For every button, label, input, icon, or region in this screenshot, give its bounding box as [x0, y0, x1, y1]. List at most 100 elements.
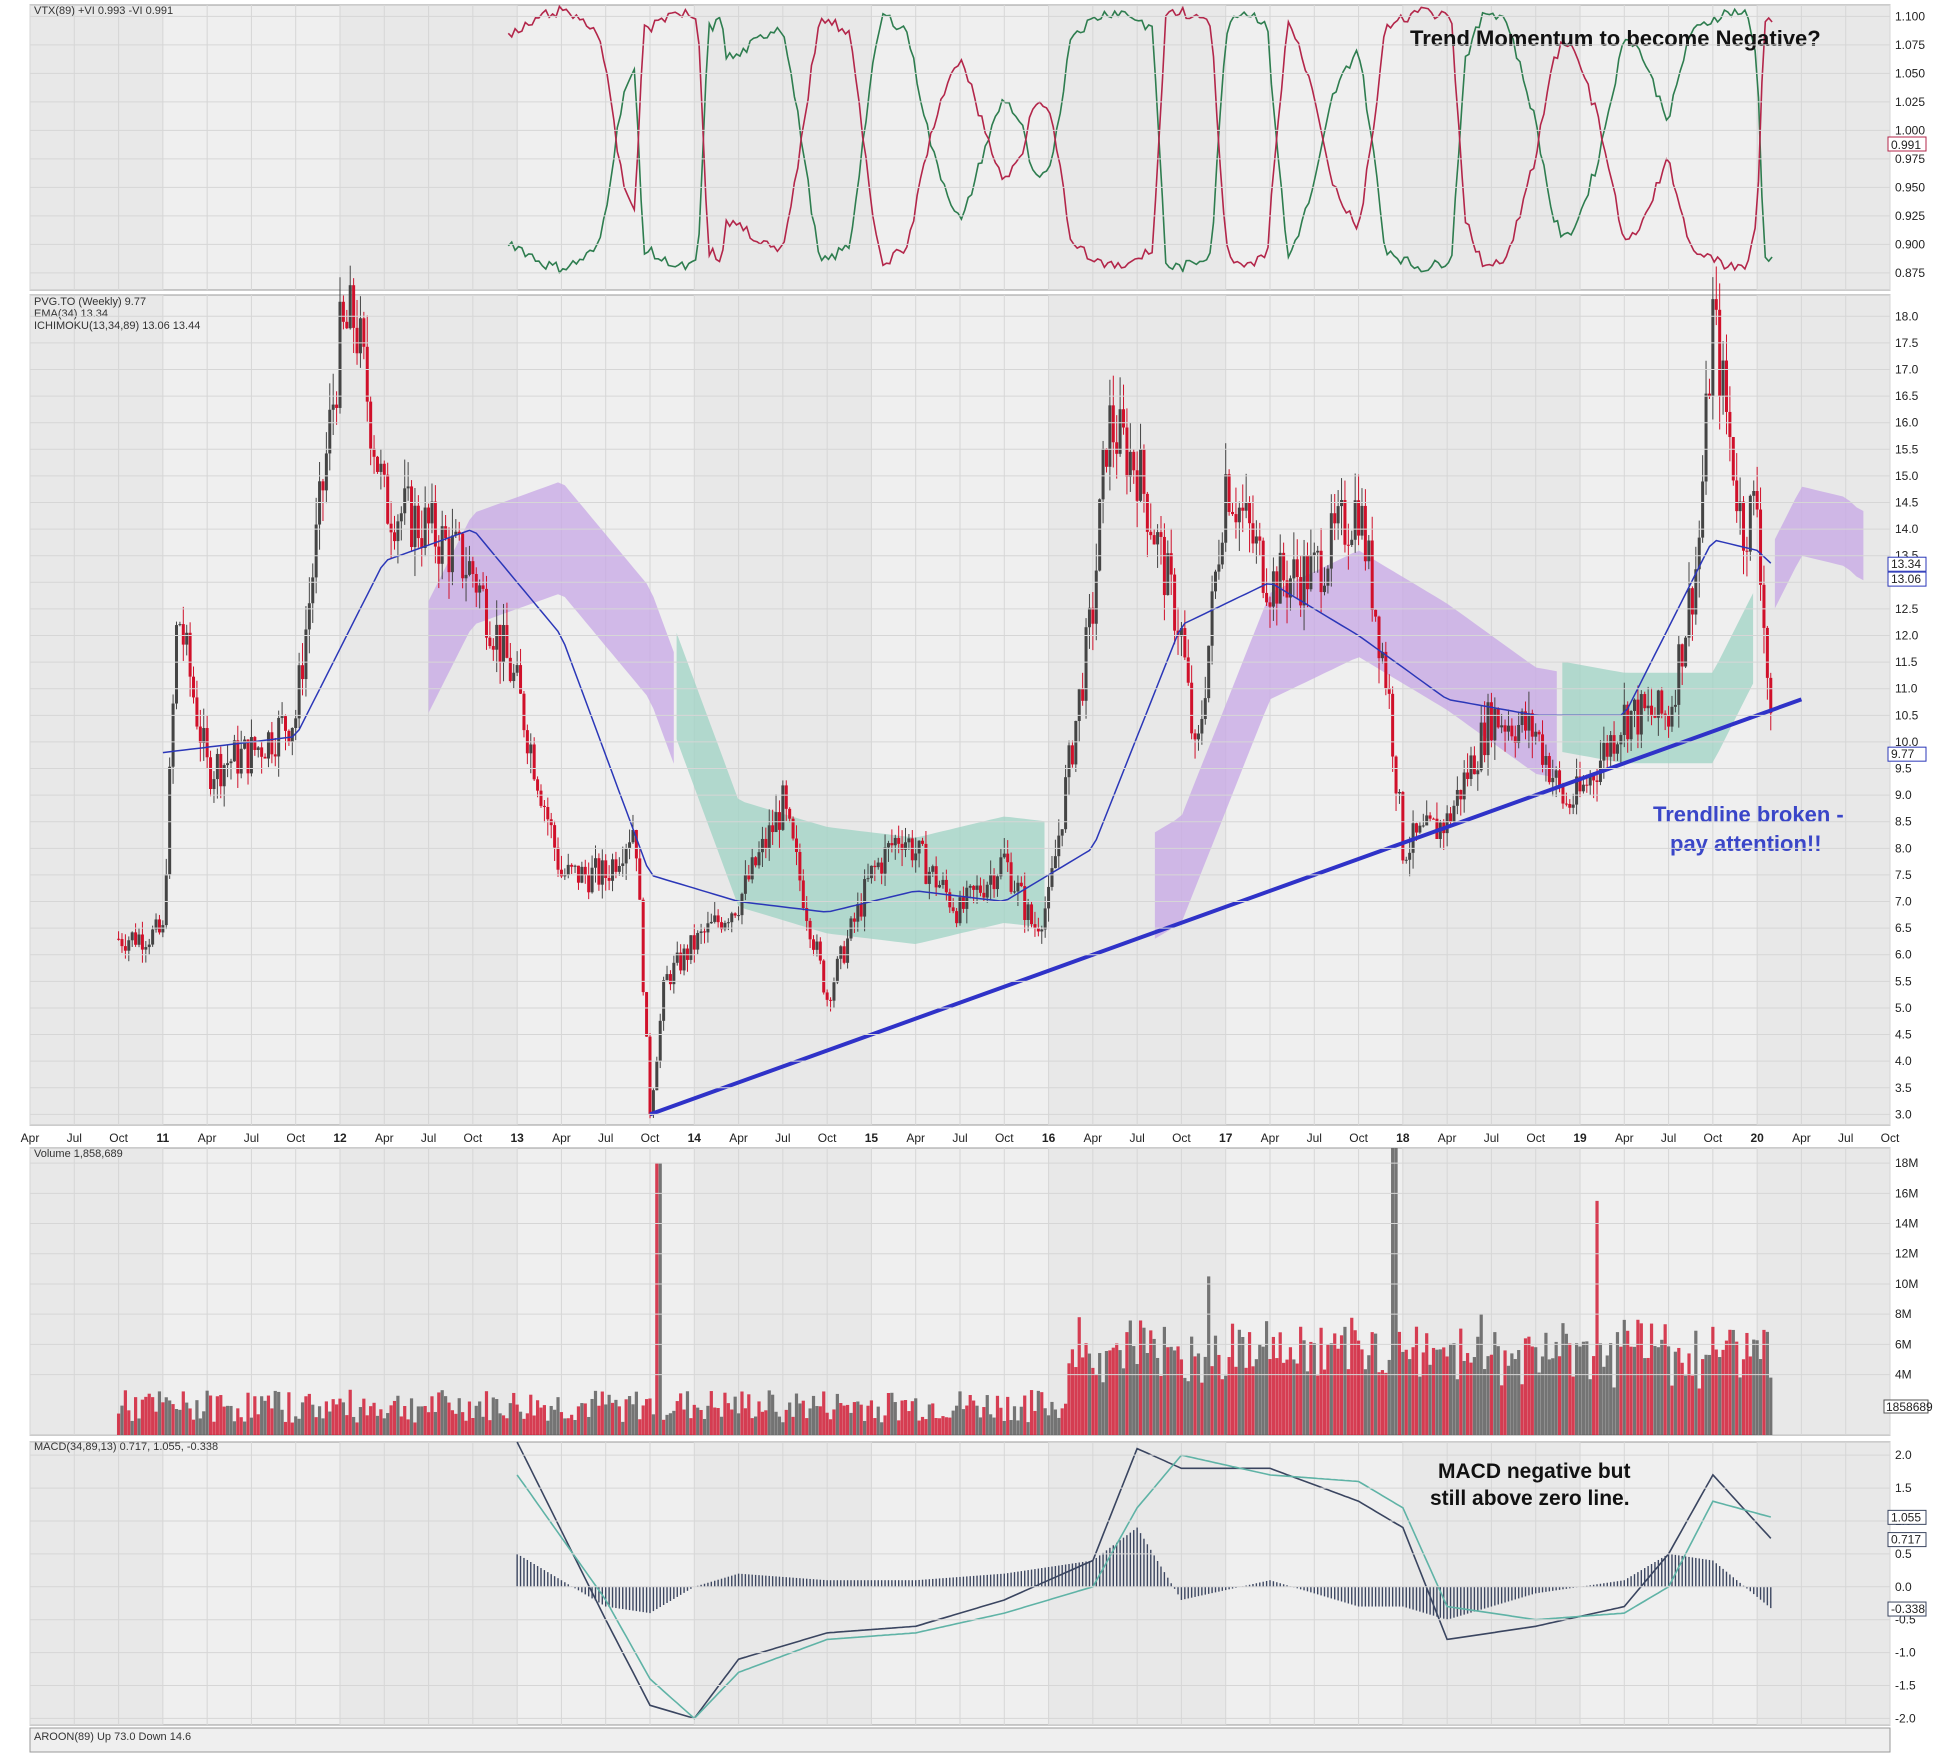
volume-bar	[662, 1419, 666, 1435]
x-axis-label: Apr	[1792, 1131, 1811, 1145]
price-candles	[117, 265, 1773, 1119]
volume-bar	[1264, 1321, 1269, 1435]
volume-bar	[968, 1395, 972, 1435]
price-candle-body	[1353, 500, 1357, 540]
price-value-badge	[1887, 571, 1927, 587]
price-candle-body	[474, 574, 478, 593]
volume-bar	[546, 1420, 550, 1435]
volume-bar	[1520, 1384, 1524, 1435]
price-candle-body	[587, 875, 591, 893]
price-candle-body	[995, 876, 999, 890]
price-candle-body	[1200, 719, 1204, 734]
volume-bar	[1060, 1408, 1064, 1435]
price-candle-body	[440, 526, 444, 564]
price-tick-label: 11.5	[1895, 655, 1918, 669]
price-candle-body	[978, 885, 982, 893]
price-candle-body	[1605, 742, 1609, 757]
volume-bar	[1762, 1329, 1766, 1435]
price-candle-body	[1667, 715, 1671, 727]
price-candle-body	[1285, 580, 1289, 598]
volume-bar	[1070, 1349, 1075, 1435]
price-candle-body	[675, 952, 679, 963]
volume-bar	[1564, 1333, 1568, 1435]
volume-bar	[897, 1420, 901, 1435]
price-candle-body	[1558, 770, 1562, 786]
price-candle-body	[600, 860, 604, 885]
volume-bar	[1149, 1330, 1153, 1435]
volume-bar	[869, 1400, 874, 1435]
volume-bar	[1305, 1371, 1310, 1435]
price-tick-label: 4.0	[1895, 1054, 1912, 1068]
price-candle-body	[852, 918, 856, 922]
volume-bar	[1707, 1354, 1712, 1435]
price-candle-body	[1510, 725, 1514, 737]
volume-bar	[859, 1404, 863, 1435]
price-candle-body	[539, 790, 543, 806]
volume-badge	[1883, 1399, 1929, 1414]
volume-bar	[1728, 1329, 1732, 1435]
volume-bar	[341, 1402, 346, 1435]
volume-bar	[1094, 1374, 1098, 1435]
price-candle-body	[566, 864, 570, 876]
price-candle-body	[120, 939, 124, 947]
price-candle-body	[239, 748, 243, 774]
x-axis-label: Apr	[906, 1131, 925, 1145]
price-candle-body	[1074, 720, 1078, 765]
price-candle-body	[651, 1090, 655, 1115]
volume-bar	[1288, 1347, 1293, 1435]
price-candle-body	[1241, 507, 1245, 511]
x-axis-label: 20	[1750, 1131, 1764, 1145]
price-candle-body	[931, 866, 935, 872]
volume-bar	[1326, 1344, 1330, 1435]
volume-bar	[1350, 1317, 1354, 1435]
price-candle-body	[1186, 657, 1190, 683]
volume-bar	[1660, 1339, 1664, 1435]
macd-tick-label: 0.5	[1895, 1547, 1912, 1561]
volume-bar	[515, 1404, 519, 1435]
volume-bar	[300, 1402, 305, 1435]
vtx-tick-label: 0.925	[1895, 209, 1925, 223]
price-candle-body	[174, 625, 178, 704]
volume-bar	[1741, 1359, 1746, 1435]
price-candle-body	[951, 907, 955, 912]
volume-bar	[709, 1391, 713, 1435]
volume-bar	[1029, 1390, 1034, 1435]
volume-bar	[154, 1411, 158, 1435]
price-candle-body	[467, 561, 471, 575]
volume-bar	[362, 1398, 366, 1435]
macd-annotation-1: MACD negative but	[1438, 1460, 1631, 1483]
volume-bar	[1680, 1362, 1684, 1435]
macd-tick-label: -1.5	[1895, 1679, 1916, 1693]
x-axis-label: Apr	[21, 1131, 40, 1145]
volume-bar	[522, 1418, 526, 1435]
price-candle-body	[703, 931, 707, 933]
volume-bar	[937, 1418, 942, 1435]
x-axis-label: Oct	[1704, 1131, 1723, 1145]
price-candle-body	[1227, 474, 1231, 512]
volume-bar	[1241, 1337, 1245, 1435]
price-candle-body	[665, 974, 669, 981]
volume-bar	[1656, 1347, 1660, 1435]
vtx-tick-label: 0.875	[1895, 266, 1925, 280]
volume-bar	[253, 1396, 257, 1435]
vtx-axis: 1.100 1.075 1.050 1.025 1.000 0.975 0.950 0.925…	[30, 9, 1925, 280]
x-axis-label: Oct	[1172, 1131, 1191, 1145]
price-tick-label: 6.5	[1895, 921, 1912, 935]
volume-bar	[205, 1390, 209, 1435]
volume-bar	[409, 1398, 414, 1435]
price-candle-body	[1561, 785, 1565, 804]
volume-bar	[168, 1400, 172, 1435]
price-candle-body	[1537, 731, 1541, 735]
volume-bar	[1132, 1346, 1136, 1435]
volume-bar	[178, 1409, 182, 1435]
volume-bar	[961, 1409, 966, 1435]
price-candle-body	[399, 513, 403, 522]
volume-bar	[1649, 1323, 1654, 1435]
price-candle-body	[403, 488, 407, 514]
volume-bar	[665, 1414, 669, 1435]
price-candle-body	[362, 318, 366, 347]
volume-bar	[1745, 1332, 1749, 1435]
vtx-value-badge	[1887, 136, 1927, 152]
volume-bar	[1735, 1341, 1739, 1435]
price-candle-body	[447, 538, 451, 573]
